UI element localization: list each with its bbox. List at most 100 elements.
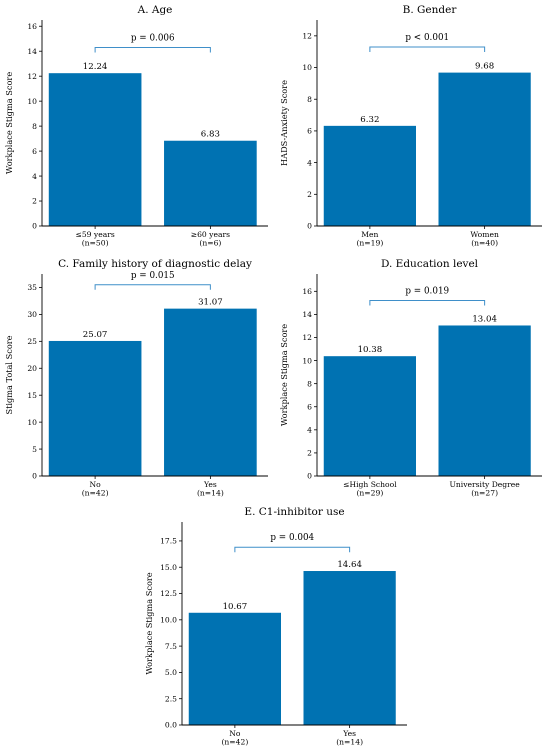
y-tick-label: 2 xyxy=(32,197,37,206)
bar-2 xyxy=(164,308,257,476)
y-tick-label: 15 xyxy=(27,391,37,400)
y-tick-label: 16 xyxy=(27,22,37,31)
y-tick-label: 12 xyxy=(302,333,312,342)
y-tick-label: 2.5 xyxy=(165,694,177,703)
bar-1 xyxy=(323,356,416,476)
y-tick-label: 10 xyxy=(27,418,37,427)
p-value-label: p = 0.006 xyxy=(131,33,175,43)
y-tick-label: 10 xyxy=(302,63,312,72)
significance-bracket xyxy=(369,300,486,306)
bar-1 xyxy=(48,73,142,226)
bar-1 xyxy=(323,125,416,226)
x-tick-sample-size: (n=50) xyxy=(82,239,109,248)
bar-2 xyxy=(164,140,257,226)
y-tick-label: 35 xyxy=(27,283,37,292)
bar-value-label: 25.07 xyxy=(83,330,108,340)
y-tick-label: 14 xyxy=(27,47,37,56)
y-axis-label: Stigma Total Score xyxy=(4,335,14,414)
chart-panel-4: D. Education level 10.38 13.04 0 2 4 6 8 10 12 14 1… xyxy=(279,258,542,498)
y-tick-label: 12 xyxy=(302,32,312,41)
y-tick-label: 8 xyxy=(307,379,312,388)
bar-value-label: 6.83 xyxy=(201,130,220,140)
p-value-label: p < 0.001 xyxy=(405,33,449,43)
y-axis-label: Workplace Stigma Score xyxy=(144,572,154,674)
y-tick-label: 12 xyxy=(27,72,37,81)
chart-title: A. Age xyxy=(137,4,173,16)
x-tick-label: University Degree xyxy=(449,480,520,489)
y-tick-label: 5.0 xyxy=(165,668,177,677)
y-tick-label: 0 xyxy=(32,472,37,481)
x-tick-sample-size: (n=40) xyxy=(471,239,498,248)
p-value-label: p = 0.019 xyxy=(405,287,449,297)
x-tick-label: No xyxy=(90,480,102,489)
x-tick-label: No xyxy=(229,729,241,738)
x-tick-sample-size: (n=27) xyxy=(471,489,498,498)
bar-value-label: 13.04 xyxy=(472,314,497,324)
y-tick-label: 16 xyxy=(302,287,312,296)
bar-value-label: 31.07 xyxy=(198,298,223,308)
y-tick-label: 14 xyxy=(302,310,312,319)
y-axis-label: Workplace Stigma Score xyxy=(279,324,289,426)
x-tick-sample-size: (n=6) xyxy=(199,239,221,248)
significance-bracket xyxy=(94,284,211,290)
y-tick-label: 6 xyxy=(32,147,37,156)
y-tick-label: 2 xyxy=(307,449,312,458)
chart-title: B. Gender xyxy=(403,4,458,16)
chart-title: C. Family history of diagnostic delay xyxy=(58,258,252,270)
y-tick-label: 7.5 xyxy=(165,642,177,651)
y-axis-label: Workplace Stigma Score xyxy=(4,72,14,174)
significance-bracket xyxy=(369,46,486,52)
y-tick-label: 4 xyxy=(32,172,37,181)
x-tick-sample-size: (n=42) xyxy=(82,489,109,498)
bar-value-label: 6.32 xyxy=(360,115,379,125)
bar-2 xyxy=(303,571,396,725)
p-value-label: p = 0.015 xyxy=(131,271,175,281)
y-tick-label: 6 xyxy=(307,402,312,411)
bar-value-label: 14.64 xyxy=(337,560,362,570)
y-tick-label: 30 xyxy=(27,310,37,319)
x-tick-sample-size: (n=14) xyxy=(197,489,224,498)
x-tick-sample-size: (n=19) xyxy=(356,239,383,248)
x-tick-label: Women xyxy=(470,230,499,239)
chart-panel-3: C. Family history of diagnostic delay 25.… xyxy=(4,258,268,498)
y-tick-label: 15.0 xyxy=(160,563,177,572)
bar-value-label: 10.38 xyxy=(358,345,383,355)
y-tick-label: 0.0 xyxy=(165,721,177,730)
x-tick-sample-size: (n=14) xyxy=(336,738,363,747)
y-tick-label: 10.0 xyxy=(160,616,177,625)
x-tick-label: Yes xyxy=(342,729,356,738)
y-tick-label: 0 xyxy=(32,222,37,231)
x-tick-label: ≤59 years xyxy=(75,230,114,239)
significance-bracket xyxy=(234,546,351,553)
bar-1 xyxy=(188,612,281,725)
significance-bracket xyxy=(94,46,211,53)
bar-1 xyxy=(48,340,142,476)
y-tick-label: 10 xyxy=(302,356,312,365)
chart-title: E. C1-inhibitor use xyxy=(244,506,344,518)
y-tick-label: 12.5 xyxy=(160,589,177,598)
x-tick-sample-size: (n=42) xyxy=(221,738,248,747)
bar-2 xyxy=(438,72,531,227)
y-tick-label: 20 xyxy=(27,364,37,373)
y-tick-label: 25 xyxy=(27,337,37,346)
y-tick-label: 4 xyxy=(307,158,312,167)
y-tick-label: 17.5 xyxy=(160,537,177,546)
y-tick-label: 0 xyxy=(307,472,312,481)
bar-value-label: 12.24 xyxy=(83,62,108,72)
p-value-label: p = 0.004 xyxy=(270,533,314,543)
y-tick-label: 2 xyxy=(307,190,312,199)
y-tick-label: 8 xyxy=(307,95,312,104)
chart-panel-2: B. Gender 6.32 9.68 0 2 4 6 8 10 12 Men(n=19) Women… xyxy=(279,4,542,248)
y-tick-label: 10 xyxy=(27,97,37,106)
y-tick-label: 5 xyxy=(32,445,37,454)
x-tick-label: Men xyxy=(361,230,378,239)
y-tick-label: 6 xyxy=(307,127,312,136)
chart-title: D. Education level xyxy=(381,258,479,270)
y-tick-label: 8 xyxy=(32,122,37,131)
x-tick-label: ≤High School xyxy=(343,480,397,489)
x-tick-sample-size: (n=29) xyxy=(356,489,383,498)
bar-value-label: 9.68 xyxy=(475,62,494,72)
y-tick-label: 0 xyxy=(307,222,312,231)
